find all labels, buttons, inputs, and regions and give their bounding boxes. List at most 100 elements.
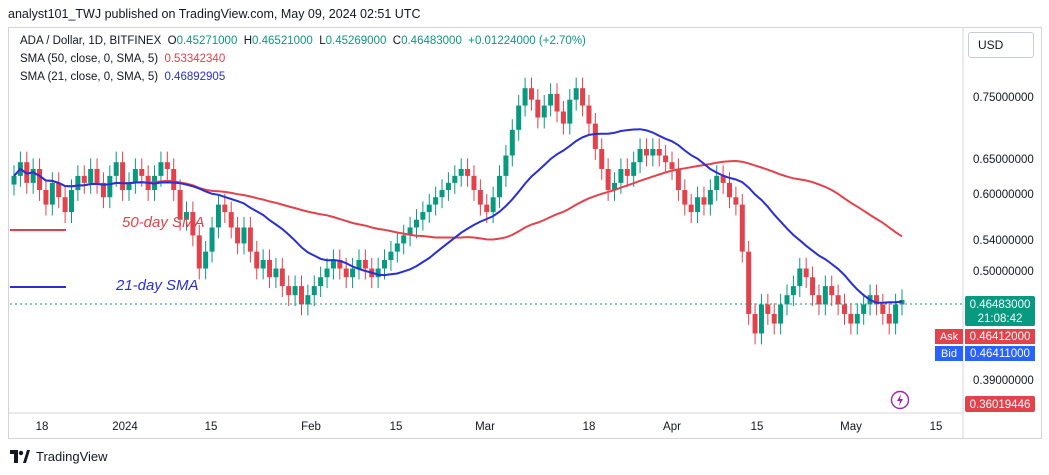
candle-body [669, 162, 675, 169]
symbol-label[interactable]: ADA / Dollar, 1D, BITFINEX [20, 35, 162, 47]
candle-body [509, 129, 515, 156]
candle-body [573, 88, 579, 100]
time-tick-label: 15 [751, 421, 764, 433]
time-tick-label: 18 [36, 421, 49, 433]
candle-body [752, 313, 758, 334]
time-tick-label: Feb [301, 421, 321, 433]
candle-body [695, 197, 701, 213]
candle-body [158, 162, 164, 176]
candle-body [784, 295, 790, 305]
time-tick-label: May [840, 421, 862, 433]
candle-body [177, 190, 183, 220]
candle-body [445, 182, 451, 191]
candle-body [401, 235, 407, 244]
candle-body [541, 105, 547, 118]
candle-body [771, 313, 777, 324]
candle-body [516, 105, 522, 130]
tradingview-logo[interactable]: TradingView [10, 449, 108, 464]
candle-body [528, 88, 534, 100]
sma21-annotation: 21-day SMA [115, 277, 199, 294]
high-value: 0.46521000 [252, 35, 313, 47]
candle-body [375, 268, 381, 278]
sma21-label: SMA (21, close, 0, SMA, 5) [20, 71, 159, 83]
candle-body [522, 88, 528, 106]
lightning-icon[interactable] [890, 390, 910, 410]
candle-body [650, 148, 656, 156]
candle-body [241, 227, 247, 244]
ask-label: Ask [940, 331, 959, 343]
sma50-annotation: 50-day SMA [122, 214, 205, 231]
candle-body [388, 251, 394, 260]
sma50-label: SMA (50, close, 0, SMA, 5) [20, 53, 159, 65]
candle-body [394, 243, 400, 252]
candle-body [835, 295, 841, 305]
candle-body [292, 286, 298, 296]
price-axis[interactable]: 0.75000000 0.65000000 0.60000000 0.54000000… [973, 92, 1034, 387]
candle-body [822, 286, 828, 305]
candle-body [318, 277, 324, 287]
low-value: 0.45269000 [325, 35, 387, 47]
price-tick-label: 0.75000000 [973, 92, 1034, 104]
candle-body [880, 304, 886, 314]
candle-body [171, 168, 177, 191]
time-axis[interactable]: 18 2024 15 Feb 15 Mar 18 Apr 15 May 15 [36, 421, 943, 433]
candle-body [560, 111, 566, 124]
candle-body [503, 155, 509, 176]
candle-body [675, 168, 681, 191]
candle-body [164, 162, 170, 169]
candle-body [196, 235, 202, 269]
price-tick-label: 0.65000000 [973, 154, 1034, 166]
countdown-text: 21:08:42 [978, 313, 1023, 325]
candle-body [816, 295, 822, 305]
candle-body [228, 212, 234, 228]
bid-label: Bid [941, 348, 957, 360]
candle-body [330, 259, 336, 269]
candle-body [362, 259, 368, 269]
candle-body [765, 304, 771, 314]
candle-body [126, 182, 132, 191]
candle-body [612, 182, 618, 191]
close-value: 0.46483000 [401, 35, 462, 47]
candle-body [471, 175, 477, 191]
tradingview-brand: TradingView [36, 449, 108, 464]
candle-body [62, 197, 68, 213]
candle-body [350, 268, 356, 278]
chart-frame [8, 27, 1042, 439]
candle-body [643, 148, 649, 156]
candle-body [132, 168, 138, 183]
candle-body [452, 175, 458, 183]
ohlc-legend: ADA / Dollar, 1D, BITFINEX O0.45271000 H… [20, 35, 586, 47]
candle-body [829, 286, 835, 296]
candle-body [497, 175, 503, 198]
candle-body [203, 251, 209, 269]
last-price-text: 0.46483000 [970, 299, 1031, 311]
candle-body [337, 259, 343, 269]
candle-body [215, 204, 221, 228]
low-marker-tag: 0.36019446 [965, 396, 1035, 412]
sma21-line [13, 128, 903, 304]
candle-body [343, 268, 349, 278]
currency-button[interactable]: USD [968, 32, 1034, 58]
sma21-value: 0.46892905 [164, 71, 226, 83]
candle-body [222, 204, 228, 213]
candle-body [701, 197, 707, 205]
time-tick-label: 18 [583, 421, 596, 433]
price-tick-label: 0.50000000 [973, 266, 1034, 278]
ask-value: 0.46412000 [970, 331, 1031, 343]
sma50-value: 0.53342340 [164, 53, 226, 65]
candle-body [273, 268, 279, 278]
candle-body [848, 313, 854, 324]
candle-body [120, 162, 126, 191]
sma50-legend[interactable]: SMA (50, close, 0, SMA, 5) 0.53342340 [20, 53, 225, 65]
sma21-legend[interactable]: SMA (21, close, 0, SMA, 5) 0.46892905 [20, 71, 225, 83]
high-label: H [243, 35, 253, 47]
candle-body [439, 190, 445, 198]
candle-body [49, 182, 55, 205]
candle-body [286, 286, 292, 296]
price-tick-label: 0.60000000 [973, 189, 1034, 201]
candle-body [37, 168, 43, 191]
candle-body [605, 168, 611, 191]
candle-body [420, 212, 426, 220]
sma50-line [13, 159, 903, 241]
